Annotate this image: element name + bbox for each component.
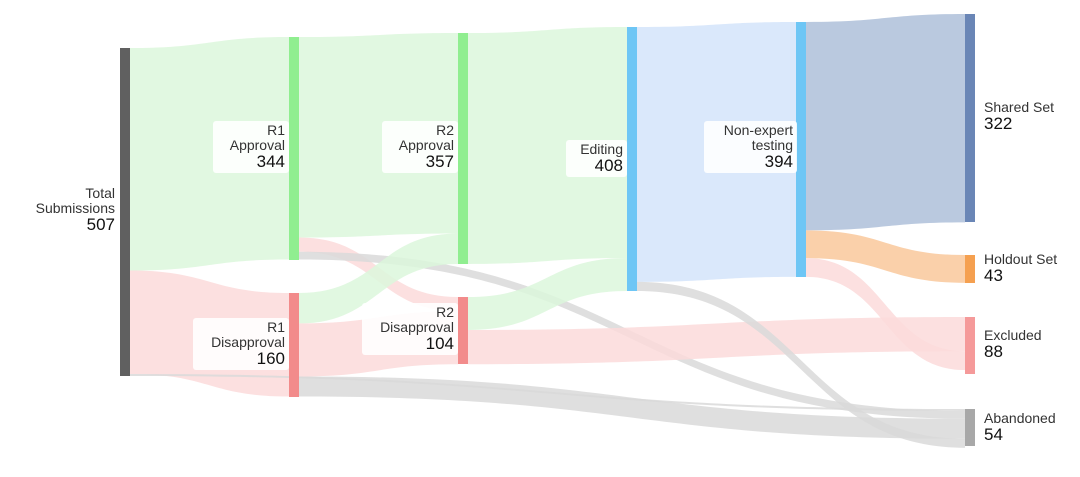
node-label-r1-approval: R1 Approval 344 <box>213 121 289 173</box>
node-label-total: Total Submissions 507 <box>21 184 119 236</box>
node-label-nonexpert: Non-expert testing 394 <box>704 121 797 173</box>
node-bar-nonexpert <box>796 22 806 277</box>
flow-r2_approval-to-editing <box>468 27 627 264</box>
node-bar-r1_approval <box>289 37 299 260</box>
sankey-links <box>130 14 965 448</box>
node-bar-holdout <box>965 255 975 283</box>
node-bar-r2_approval <box>458 33 468 264</box>
flow-nonexpert-to-holdout <box>806 230 965 283</box>
node-label-holdout: Holdout Set 43 <box>980 250 1074 287</box>
flow-r2_disapproval-to-excluded <box>468 317 965 365</box>
node-label-r1-disapproval: R1 Disapproval 160 <box>193 318 289 370</box>
node-bar-r1_disapproval <box>289 293 299 397</box>
flow-r2_disapproval-to-editing <box>468 257 627 330</box>
node-bar-r2_disapproval <box>458 297 468 364</box>
node-label-r2-approval: R2 Approval 357 <box>382 121 458 173</box>
flow-r1_disapproval-to-abandoned <box>299 376 965 439</box>
flow-r1_disapproval-to-r2_approval <box>299 233 458 324</box>
node-bar-abandoned <box>965 409 975 446</box>
node-label-r2-disapproval: R2 Disapproval 104 <box>362 303 458 355</box>
flow-editing-to-abandoned <box>637 281 965 448</box>
sankey-nodes <box>120 14 975 446</box>
node-label-editing: Editing 408 <box>566 140 627 177</box>
flow-nonexpert-to-excluded <box>806 258 965 371</box>
node-bar-excluded <box>965 317 975 374</box>
node-bar-editing <box>627 27 637 291</box>
node-bar-shared <box>965 14 975 222</box>
node-bar-total <box>120 48 130 376</box>
node-label-excluded: Excluded 88 <box>980 326 1058 363</box>
node-label-shared: Shared Set 322 <box>980 98 1070 135</box>
flow-total-to-r1_approval <box>130 37 289 271</box>
flow-r1_approval-to-r2_approval <box>299 33 458 238</box>
node-label-abandoned: Abandoned 54 <box>980 409 1074 446</box>
flow-nonexpert-to-shared <box>806 14 965 231</box>
